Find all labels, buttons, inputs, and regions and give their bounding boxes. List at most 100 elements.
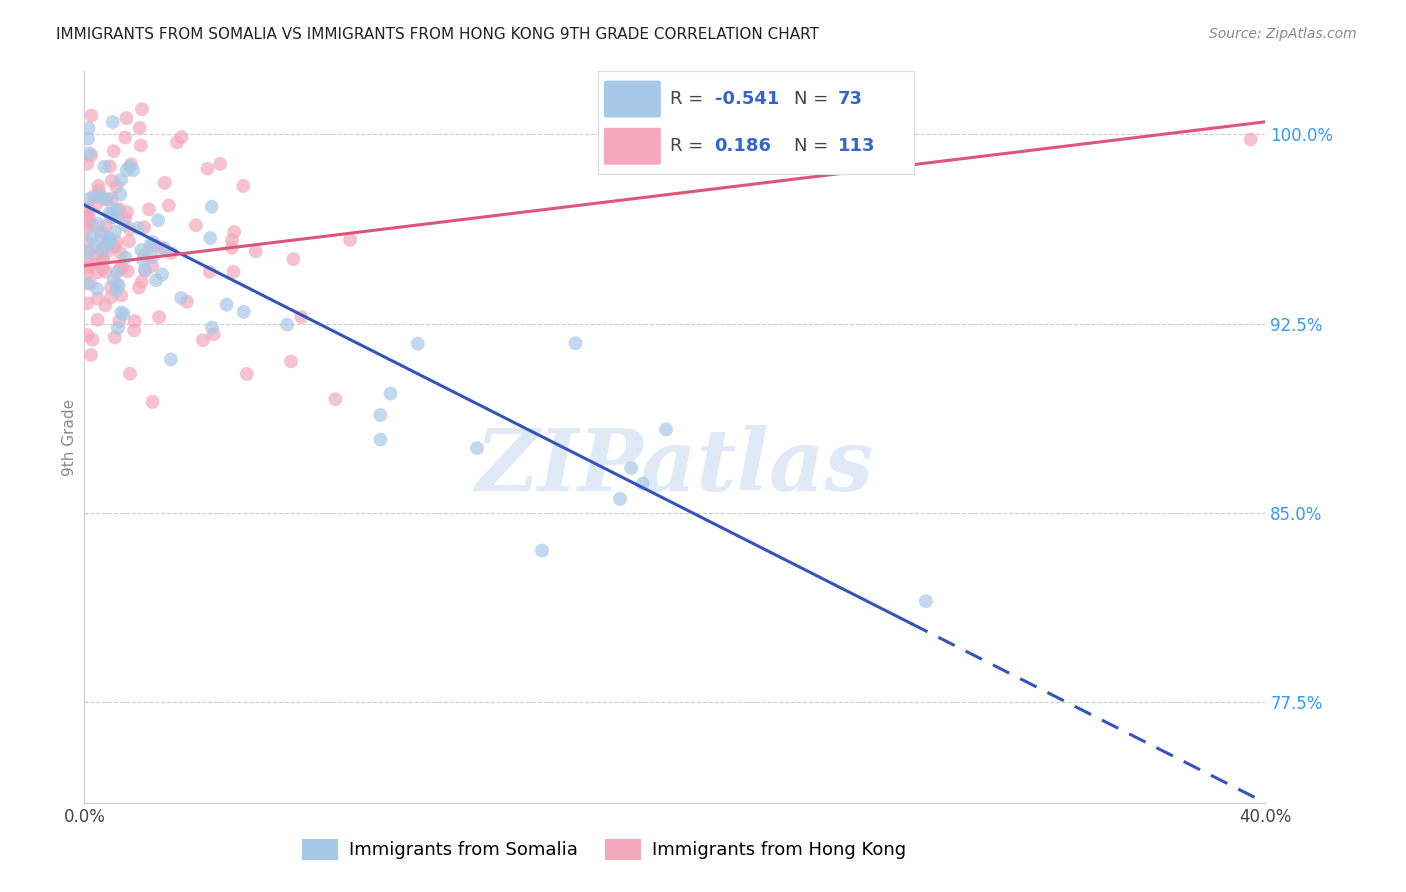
Point [153, 242, 176, 256]
Point [141, 250, 163, 264]
Point [93, 160, 115, 174]
Point [77, 257, 100, 271]
Point [91, 252, 114, 267]
Point [79, 146, 101, 161]
Point [87, 242, 110, 256]
Point [276, 318, 298, 332]
Point [94, 265, 117, 279]
Point [160, 246, 183, 260]
Point [111, 260, 134, 275]
Point [531, 543, 554, 558]
Point [96, 193, 118, 207]
Point [84, 249, 107, 263]
Point [100, 191, 122, 205]
Point [232, 178, 254, 193]
Point [104, 330, 127, 344]
Legend: Immigrants from Somalia, Immigrants from Hong Kong: Immigrants from Somalia, Immigrants from… [295, 831, 914, 867]
Point [90, 190, 112, 204]
Point [110, 288, 132, 302]
Point [339, 233, 361, 247]
Point [76, 235, 98, 250]
Point [131, 275, 153, 289]
Point [157, 198, 180, 212]
Point [150, 240, 173, 254]
Point [91, 261, 114, 276]
Point [77, 192, 100, 206]
Point [94, 298, 117, 312]
Point [76, 157, 98, 171]
Point [77, 131, 100, 145]
Point [134, 264, 156, 278]
Point [115, 111, 138, 125]
Point [138, 202, 160, 217]
FancyBboxPatch shape [605, 80, 661, 118]
Point [104, 239, 127, 253]
Point [112, 307, 135, 321]
Point [191, 333, 214, 347]
Point [128, 280, 150, 294]
Point [245, 244, 267, 259]
Point [370, 433, 392, 447]
Point [79, 277, 101, 291]
Point [620, 461, 643, 475]
Point [97, 234, 120, 248]
FancyBboxPatch shape [605, 128, 661, 165]
Point [406, 336, 429, 351]
Point [80, 109, 103, 123]
Point [87, 183, 110, 197]
Point [166, 136, 188, 150]
Point [86, 265, 108, 279]
Point [94, 219, 117, 234]
Point [198, 265, 221, 279]
Point [77, 244, 100, 259]
Point [221, 233, 243, 247]
Point [105, 209, 128, 223]
Point [110, 187, 132, 202]
Point [108, 202, 131, 217]
Point [101, 204, 124, 219]
Y-axis label: 9th Grade: 9th Grade [62, 399, 77, 475]
Point [129, 138, 152, 153]
Point [290, 310, 312, 324]
Point [221, 241, 243, 255]
Point [170, 130, 193, 145]
Point [108, 261, 131, 276]
Point [90, 228, 112, 243]
Point [101, 115, 124, 129]
Point [201, 200, 224, 214]
Point [129, 243, 152, 257]
Point [209, 157, 232, 171]
Point [118, 367, 141, 381]
Point [105, 284, 128, 298]
Point [97, 236, 120, 251]
Point [124, 314, 146, 328]
Point [120, 157, 142, 171]
Point [86, 313, 108, 327]
Point [127, 221, 149, 235]
Point [202, 327, 225, 342]
Point [105, 265, 128, 279]
Point [170, 291, 193, 305]
Point [105, 179, 128, 194]
Point [201, 320, 224, 334]
Point [283, 252, 305, 266]
Point [115, 205, 138, 219]
Point [325, 392, 347, 407]
Point [122, 163, 145, 178]
Point [86, 282, 108, 296]
Point [131, 102, 153, 116]
Point [76, 277, 98, 291]
Point [76, 260, 98, 275]
Point [87, 178, 110, 193]
Point [915, 594, 938, 608]
Point [128, 121, 150, 136]
Point [153, 176, 176, 190]
Point [141, 395, 163, 409]
Point [117, 264, 139, 278]
Point [103, 211, 125, 225]
Point [76, 265, 98, 279]
Text: IMMIGRANTS FROM SOMALIA VS IMMIGRANTS FROM HONG KONG 9TH GRADE CORRELATION CHART: IMMIGRANTS FROM SOMALIA VS IMMIGRANTS FR… [56, 27, 820, 42]
Point [82, 333, 104, 347]
Point [76, 201, 98, 215]
Point [110, 305, 132, 319]
